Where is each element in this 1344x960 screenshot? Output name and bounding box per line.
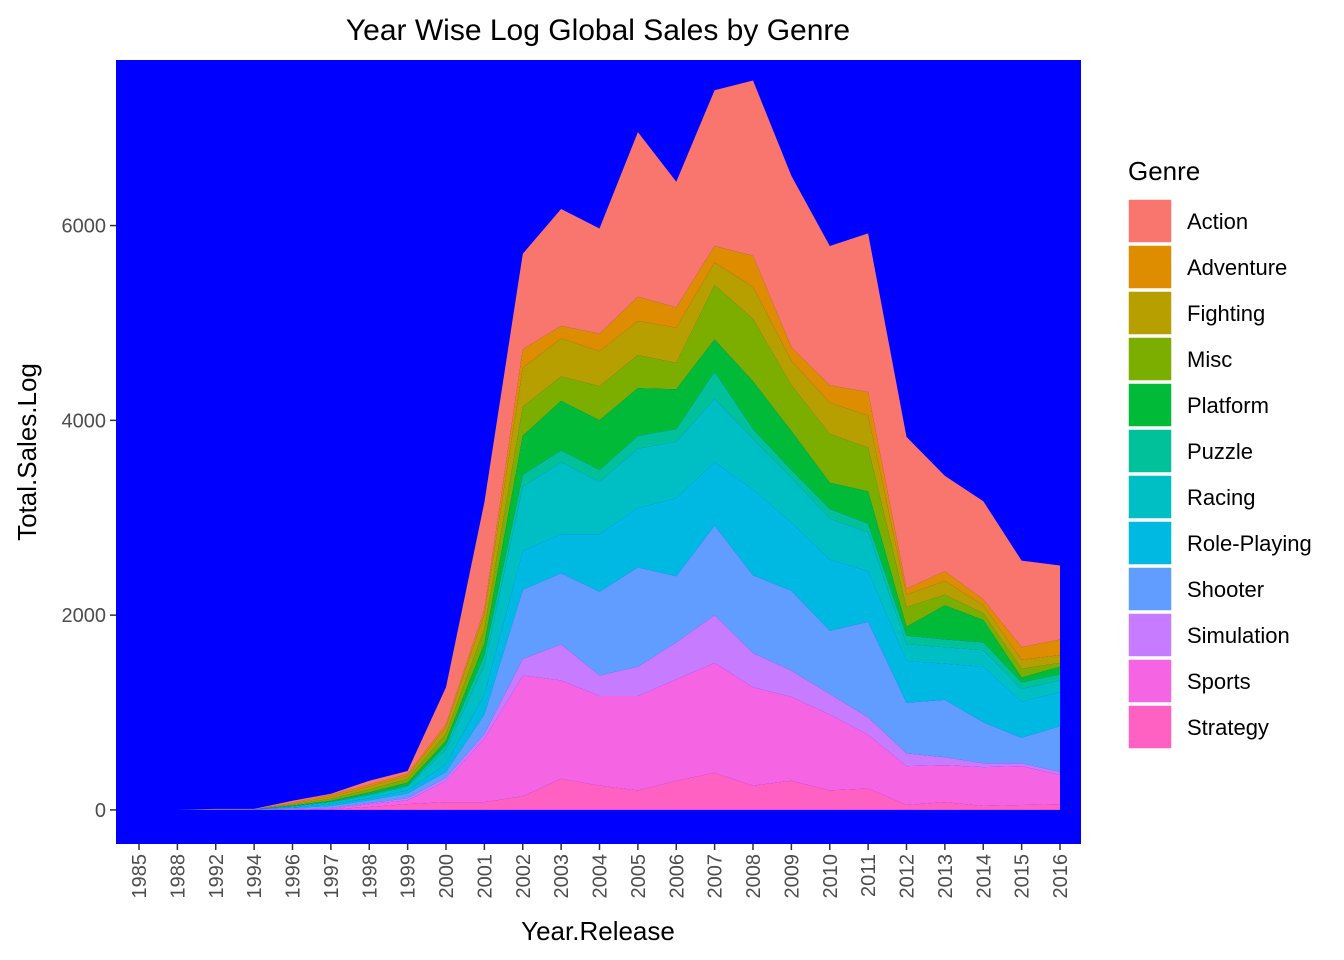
area-role-playing (139, 462, 1060, 810)
legend-label-shooter: Shooter (1187, 577, 1264, 602)
legend-key-fighting (1127, 290, 1173, 336)
legend-label-puzzle: Puzzle (1187, 439, 1253, 464)
x-tick-label: 2016 (1050, 854, 1072, 899)
y-axis-title: Total.Sales.Log (12, 363, 42, 541)
x-tick-label: 2004 (590, 854, 612, 899)
x-tick-label: 1996 (283, 854, 305, 899)
legend-key-racing (1127, 474, 1173, 520)
x-tick-label: 1992 (206, 854, 228, 899)
legend-label-platform: Platform (1187, 393, 1269, 418)
x-tick-label: 2013 (935, 854, 957, 899)
x-tick-label: 2002 (513, 854, 535, 899)
area-adventure (139, 246, 1060, 810)
x-tick-label: 2008 (743, 854, 765, 899)
area-action (139, 80, 1060, 810)
x-tick-label: 1998 (359, 854, 381, 899)
legend-label-fighting: Fighting (1187, 301, 1265, 326)
legend-label-racing: Racing (1187, 485, 1255, 510)
legend-title: Genre (1128, 156, 1200, 186)
legend-key-simulation (1127, 612, 1173, 658)
x-tick-label: 2006 (666, 854, 688, 899)
legend-label-sports: Sports (1187, 669, 1251, 694)
x-tick-label: 2005 (628, 854, 650, 899)
y-tick-label: 4000 (62, 410, 107, 432)
chart-title: Year Wise Log Global Sales by Genre (346, 14, 850, 47)
legend-label-adventure: Adventure (1187, 255, 1287, 280)
legend-key-platform (1127, 382, 1173, 428)
legend-key-strategy (1127, 704, 1173, 750)
area-strategy (139, 772, 1060, 810)
x-tick-label: 2011 (858, 854, 880, 897)
legend-label-role-playing: Role-Playing (1187, 531, 1312, 556)
x-tick-label: 2012 (897, 854, 919, 899)
y-axis: 0 2000 4000 6000 (62, 216, 116, 822)
x-tick-label: 2010 (820, 854, 842, 899)
legend-key-misc (1127, 336, 1173, 382)
legend-key-action (1127, 198, 1173, 244)
y-tick-label: 6000 (62, 216, 107, 238)
stacked-areas (139, 80, 1060, 810)
legend-key-role-playing (1127, 520, 1173, 566)
x-tick-label: 1997 (321, 854, 343, 899)
legend-label-action: Action (1187, 209, 1248, 234)
x-tick-label: 2001 (474, 854, 496, 899)
legend-key-sports (1127, 658, 1173, 704)
y-tick-label: 0 (95, 800, 106, 822)
area-shooter (139, 525, 1060, 810)
x-tick-label: 2009 (781, 854, 803, 899)
area-fighting (139, 262, 1060, 810)
x-tick-label: 2003 (551, 854, 573, 899)
area-misc (139, 285, 1060, 810)
x-tick-label: 2007 (705, 854, 727, 899)
legend: Genre Action Adventure Fighting Misc Platfor… (1127, 156, 1312, 750)
y-tick-label: 2000 (62, 605, 107, 627)
legend-label-misc: Misc (1187, 347, 1232, 372)
area-platform (139, 339, 1060, 810)
legend-label-simulation: Simulation (1187, 623, 1290, 648)
legend-key-puzzle (1127, 428, 1173, 474)
legend-key-adventure (1127, 244, 1173, 290)
x-tick-label: 2000 (436, 854, 458, 899)
x-tick-label: 1988 (167, 854, 189, 899)
legend-key-shooter (1127, 566, 1173, 612)
legend-label-strategy: Strategy (1187, 715, 1269, 740)
x-tick-label: 1985 (129, 854, 151, 899)
x-axis-title: Year.Release (521, 916, 675, 946)
x-tick-label: 1994 (244, 854, 266, 899)
x-tick-label: 2014 (973, 854, 995, 899)
x-tick-label: 2015 (1012, 854, 1034, 899)
area-sports (139, 662, 1060, 810)
x-tick-label: 1999 (398, 854, 420, 899)
x-axis: 1985 1988 1992 1994 1996 1997 1998 1999 2000 2001… (129, 844, 1072, 899)
